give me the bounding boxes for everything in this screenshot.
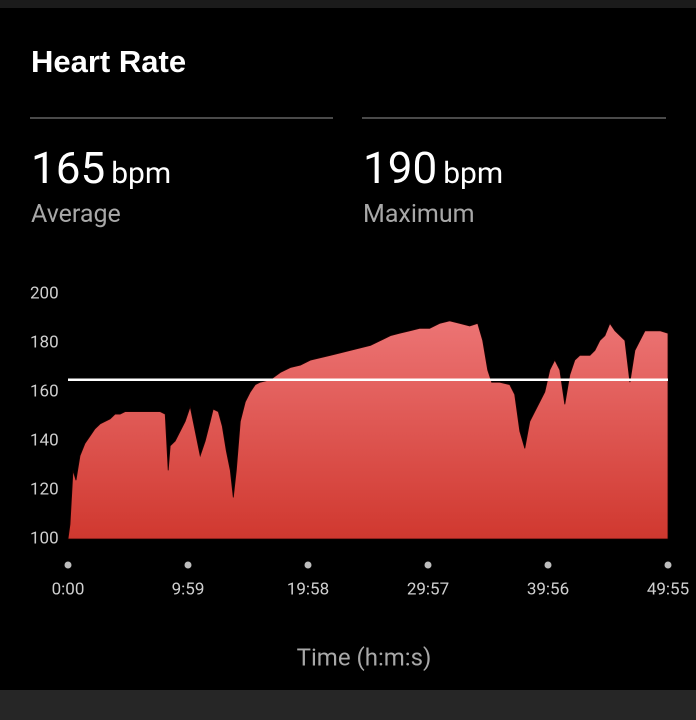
x-tick-label: 29:57 [407, 579, 449, 599]
stat-unit: bpm [111, 156, 172, 191]
x-tick-dot [64, 561, 72, 569]
stat-label: Maximum [363, 200, 475, 229]
x-tick-dot [664, 561, 672, 569]
stat-unit: bpm [443, 156, 504, 191]
y-tick-label: 140 [30, 430, 59, 450]
stat-average: 165 bpm Average [31, 142, 171, 229]
divider [30, 117, 333, 119]
chart: Time (h:m:s) 100 120 140 160 180 200 0:00 9:59 1… [30, 283, 689, 671]
x-tick-label: 9:59 [172, 579, 205, 599]
x-tick-label: 49:55 [647, 579, 689, 599]
x-tick-label: 19:58 [287, 579, 329, 599]
status-strip [0, 0, 696, 8]
stat-label: Average [31, 200, 121, 229]
x-tick-dot [544, 561, 552, 569]
x-tick-label: 39:56 [527, 579, 569, 599]
heart-rate-area [67, 320, 669, 540]
stat-value: 165 [31, 142, 106, 194]
y-tick-label: 200 [30, 283, 59, 303]
y-tick-label: 160 [30, 381, 59, 401]
y-tick-label: 100 [30, 528, 59, 548]
x-axis-label: Time (h:m:s) [297, 643, 432, 671]
stat-maximum: 190 bpm Maximum [363, 142, 503, 229]
x-tick-label: 0:00 [52, 579, 85, 599]
x-tick-dot [424, 561, 432, 569]
y-tick-label: 120 [30, 479, 59, 499]
x-tick-dot [304, 561, 312, 569]
title: Heart Rate [31, 44, 187, 79]
x-tick-dot [184, 561, 192, 569]
stat-value: 190 [363, 142, 438, 194]
divider [362, 117, 666, 119]
bottom-strip [0, 690, 696, 720]
y-tick-label: 180 [30, 332, 59, 352]
